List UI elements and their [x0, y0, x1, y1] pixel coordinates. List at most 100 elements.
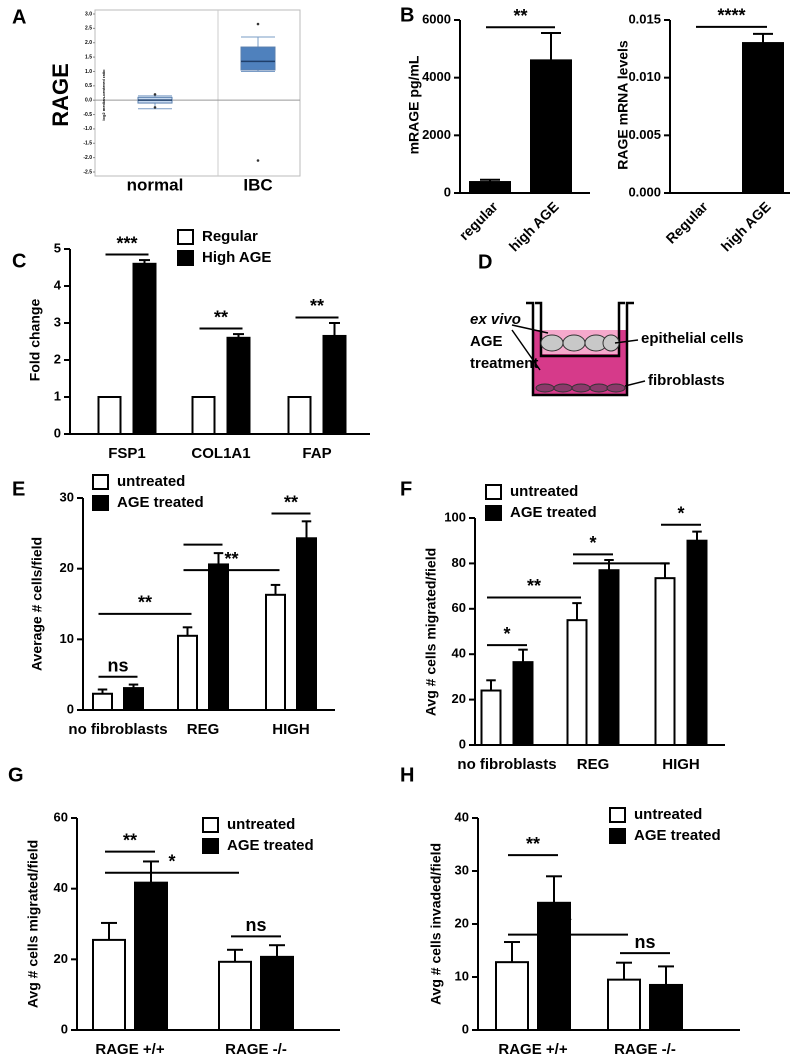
significance-label: **** [717, 6, 745, 26]
fibroblast-cells [535, 383, 626, 393]
x-tick-label: high AGE [506, 198, 562, 254]
significance-label: ns [245, 915, 266, 935]
bar [607, 978, 641, 1032]
significance-label: ** [526, 834, 540, 854]
y-axis-label: Average # cells/field [29, 537, 45, 671]
outlier [153, 93, 157, 96]
y-axis-label: mRAGE pg/mL [406, 55, 422, 154]
legend-label: untreated [227, 816, 295, 833]
y-tick-label: 2000 [422, 127, 451, 142]
significance-label: ** [310, 296, 324, 316]
bar [566, 619, 588, 747]
cell-label: epithelial cells [641, 330, 744, 347]
y-tick-label: 1.5 [85, 54, 92, 60]
y-tick-label: 2 [54, 351, 61, 366]
y-tick-label: 0.015 [628, 11, 661, 26]
bar [654, 577, 676, 747]
legend-label: Regular [202, 228, 258, 245]
y-tick-label: 0 [444, 184, 451, 199]
bar [132, 262, 157, 435]
significance-label: ** [513, 6, 527, 26]
y-tick-label: 0.0 [85, 98, 92, 104]
x-tick-label: REG [577, 756, 610, 773]
x-tick-label: Regular [663, 198, 712, 247]
legend-swatch [485, 505, 502, 521]
y-tick-label: 100 [444, 509, 466, 524]
legend-swatch [177, 229, 194, 245]
bar [218, 960, 252, 1031]
y-tick-label: 0.5 [85, 83, 92, 89]
y-tick-label: 3 [54, 314, 61, 329]
insert [535, 301, 625, 358]
significance-label: ** [214, 307, 228, 327]
bar [649, 983, 683, 1032]
x-tick-label: no fibroblasts [68, 721, 167, 738]
x-tick-label: RAGE -/- [614, 1041, 676, 1058]
y-tick-label: -0.5 [83, 112, 92, 118]
y-tick-label: 3.0 [85, 11, 92, 17]
legend-swatch [485, 484, 502, 500]
y-axis-label: Avg # cells migrated/field [423, 548, 439, 716]
panel-letter: A [12, 6, 26, 28]
y-tick-label: 5 [54, 240, 61, 255]
y-tick-label: -2.5 [83, 169, 92, 175]
x-tick-label: IBC [243, 175, 272, 194]
y-tick-label: 20 [455, 915, 469, 930]
legend-label: High AGE [202, 249, 271, 266]
y-tick-label: 40 [54, 880, 68, 895]
bar [530, 59, 572, 194]
panel-letter: C [12, 250, 26, 272]
y-tick-label: 0 [61, 1021, 68, 1036]
legend-label: untreated [634, 806, 702, 823]
box [240, 46, 276, 71]
x-tick-label: HIGH [272, 721, 310, 738]
y-tick-label: 40 [455, 809, 469, 824]
significance-label: * [168, 852, 175, 872]
outlier [256, 22, 260, 26]
bar [296, 537, 317, 712]
panel-letter: F [400, 478, 412, 500]
legend-swatch [609, 828, 626, 844]
x-tick-label: HIGH [662, 756, 700, 773]
bar [480, 689, 502, 747]
significance-label: ** [527, 576, 541, 596]
plot-frame [94, 9, 301, 177]
legend-label: AGE treated [227, 837, 314, 854]
treatment-label: treatment [470, 355, 538, 372]
bar [177, 634, 198, 711]
treatment-label: AGE [470, 333, 503, 350]
y-tick-label: 2.0 [85, 40, 92, 46]
bar [287, 396, 312, 435]
panel-letter: D [478, 251, 492, 273]
bar [265, 593, 286, 712]
bar [322, 334, 347, 436]
bar [512, 661, 534, 747]
significance-label: ** [138, 593, 152, 613]
bar [208, 563, 229, 712]
legend-swatch [92, 474, 109, 490]
arrows [511, 324, 646, 387]
x-tick-label: RAGE -/- [225, 1041, 287, 1058]
y-tick-label: 4000 [422, 69, 451, 84]
well [526, 301, 634, 397]
significance-label: ** [123, 830, 137, 850]
panel-letter: B [400, 4, 414, 26]
bar [495, 961, 529, 1031]
bar [97, 396, 122, 435]
bar [92, 938, 126, 1032]
x-tick-label: RAGE +/+ [498, 1041, 567, 1058]
y-tick-label: 80 [452, 555, 466, 570]
outlier [256, 159, 260, 162]
x-tick-label: no fibroblasts [457, 756, 556, 773]
x-tick-label: normal [127, 175, 184, 194]
legend-swatch [609, 807, 626, 823]
x-tick-label: FSP1 [108, 445, 146, 462]
significance-label: ns [634, 932, 655, 952]
panel-letter: G [8, 764, 24, 786]
bar [134, 881, 168, 1031]
y-axis-label: Avg # cells migrated/field [25, 840, 41, 1008]
legend-swatch [202, 817, 219, 833]
y-tick-label: 0 [459, 736, 466, 751]
